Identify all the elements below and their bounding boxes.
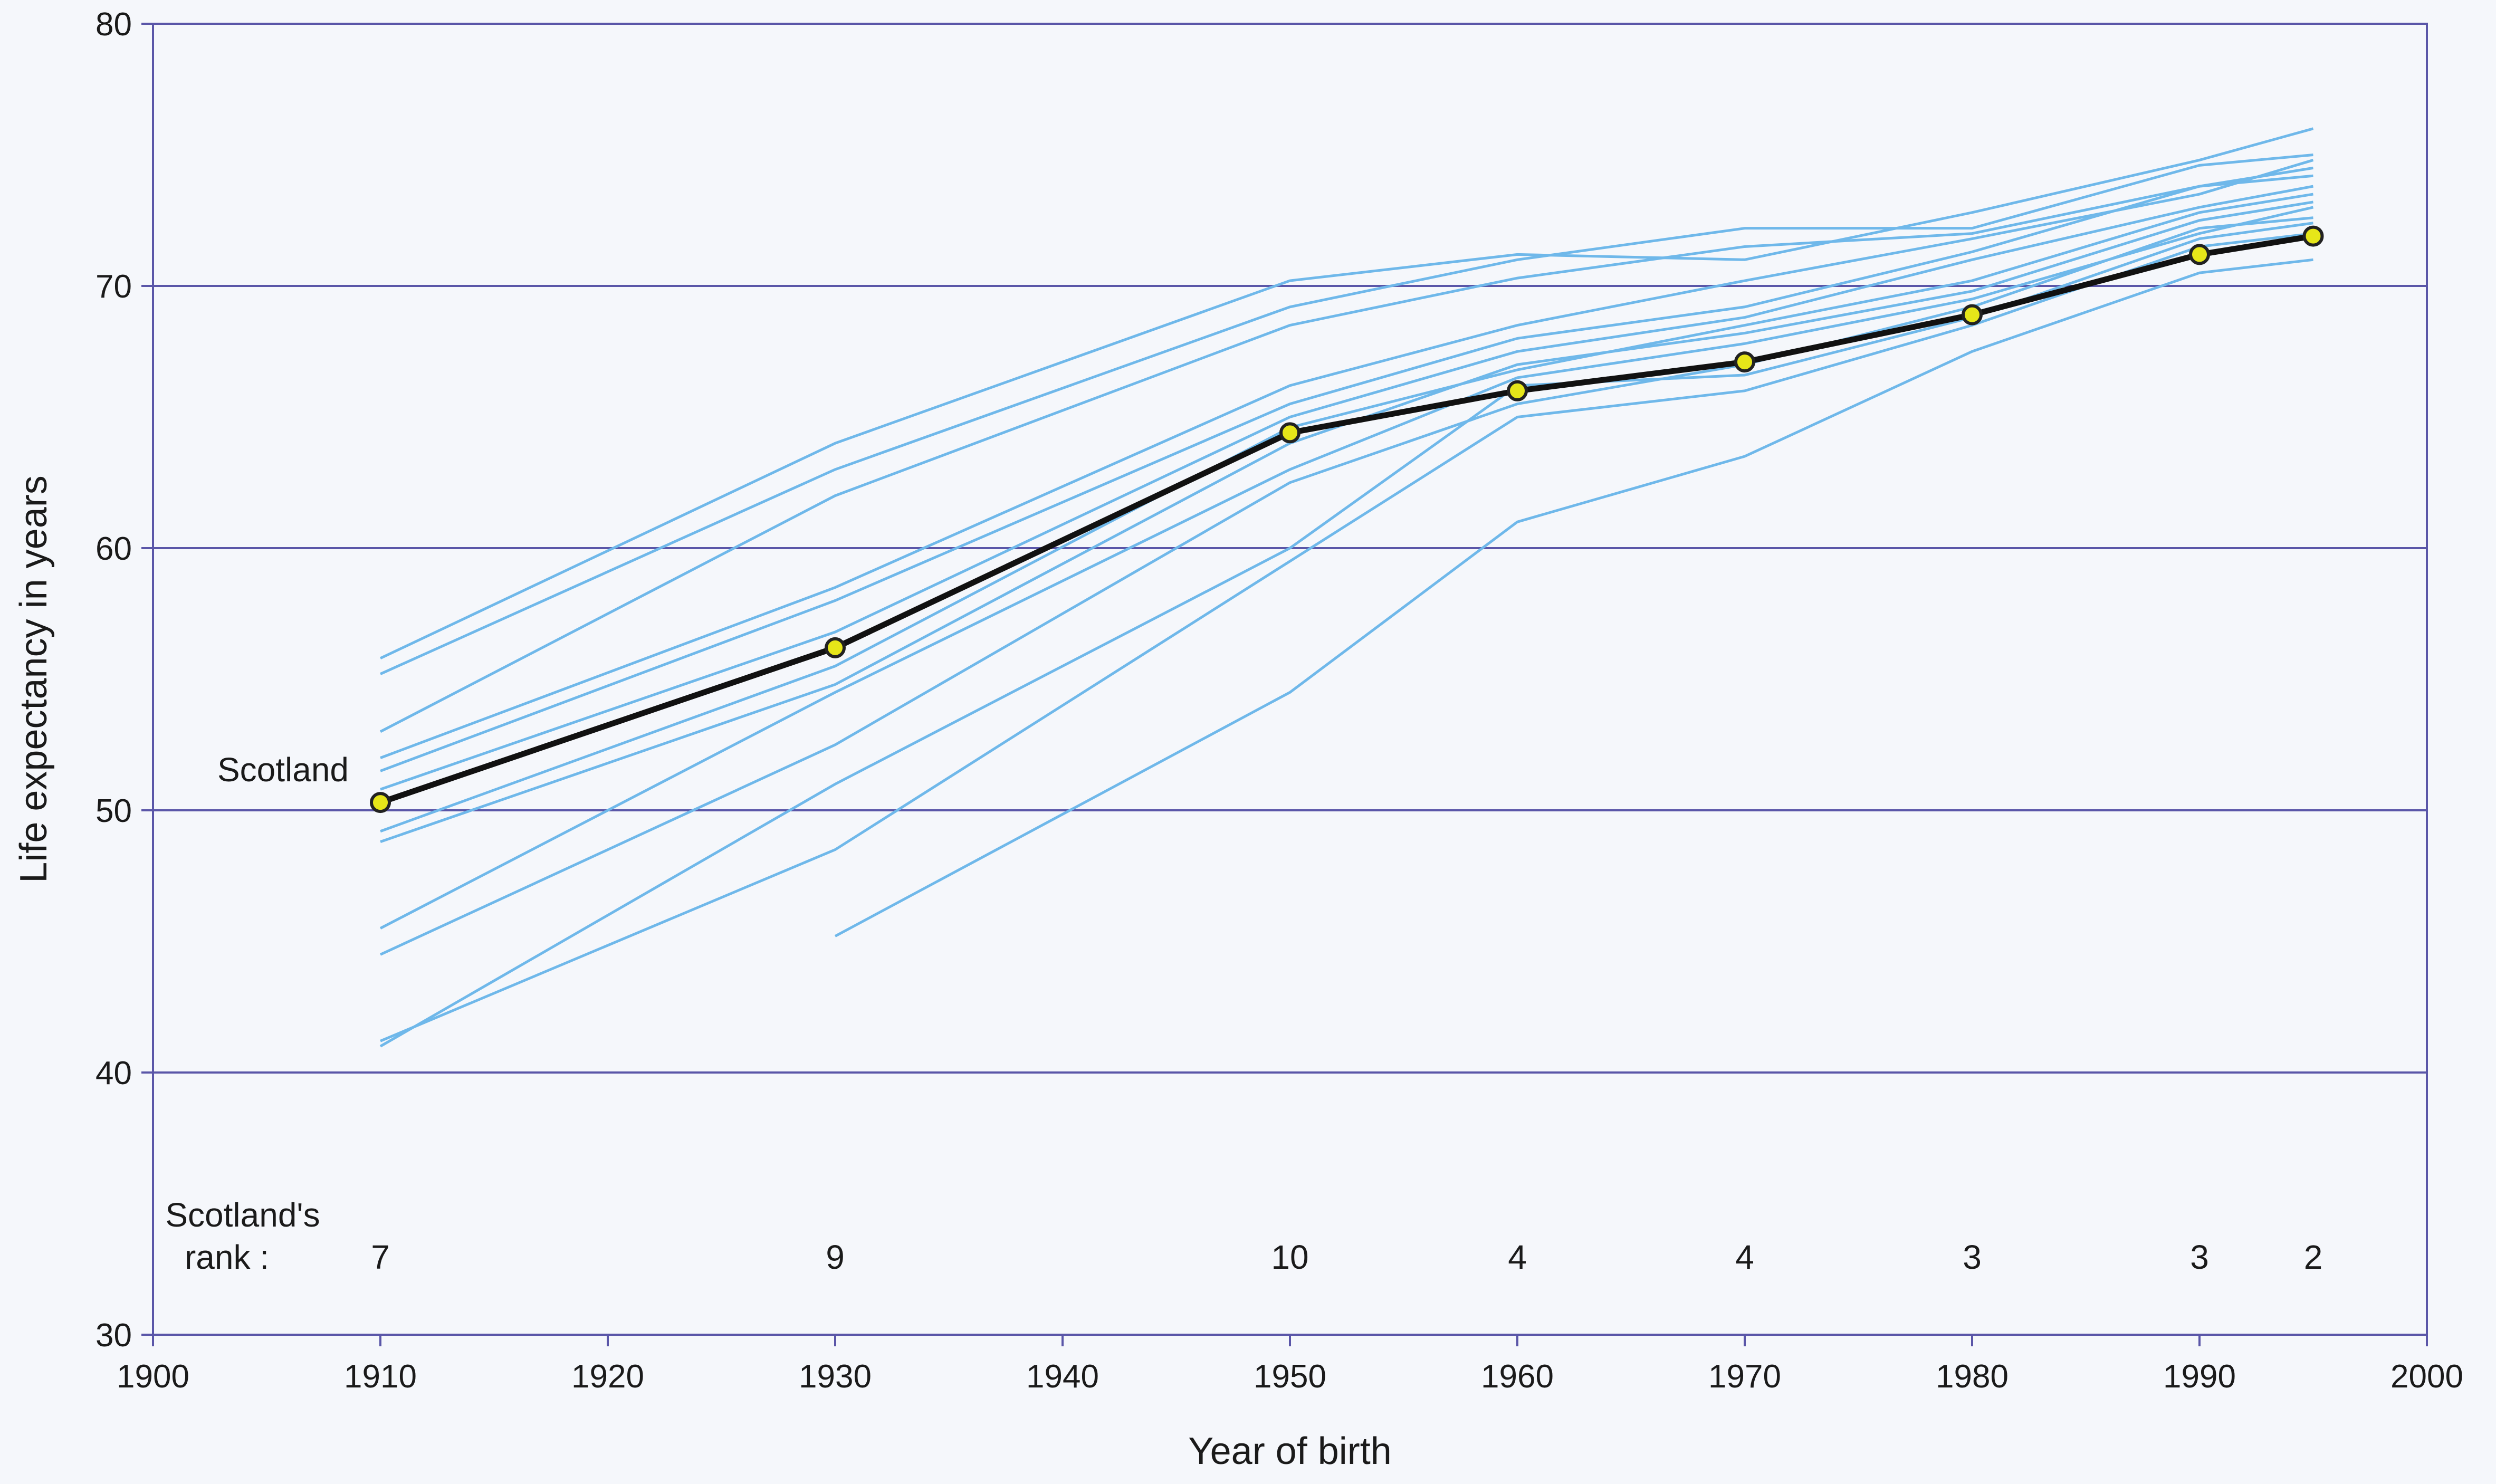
y-tick-label-70: 70 bbox=[95, 269, 132, 305]
country-line-2 bbox=[379, 154, 2313, 675]
y-tick-label-60: 60 bbox=[95, 531, 132, 567]
country-lines bbox=[379, 127, 2314, 1048]
scotland-point-1995 bbox=[2302, 225, 2324, 247]
scotland-point-1970 bbox=[1734, 351, 1755, 373]
x-tick-label-1930: 1930 bbox=[799, 1358, 872, 1395]
rank-value-1980: 3 bbox=[1963, 1238, 1982, 1276]
rank-value-1990: 3 bbox=[2190, 1238, 2209, 1276]
country-line-13 bbox=[834, 258, 2313, 937]
country-line-11 bbox=[379, 222, 2313, 1048]
rank-value-1970: 4 bbox=[1735, 1238, 1754, 1276]
x-tick-label-1980: 1980 bbox=[1936, 1358, 2009, 1395]
scotland-point-1990 bbox=[2189, 244, 2210, 265]
x-tick-label-1990: 1990 bbox=[2163, 1358, 2236, 1395]
x-tick-label-1960: 1960 bbox=[1481, 1358, 1554, 1395]
plot-frame bbox=[152, 23, 2428, 1336]
rank-value-1930: 9 bbox=[826, 1238, 845, 1276]
rank-value-1910: 7 bbox=[371, 1238, 390, 1276]
rank-values: 7 9 10 4 4 3 3 2 bbox=[371, 1238, 2322, 1276]
y-tick-label-30: 30 bbox=[95, 1317, 132, 1354]
rank-value-1950: 10 bbox=[1271, 1238, 1308, 1276]
country-line-10 bbox=[379, 216, 2313, 956]
country-line-12 bbox=[380, 232, 2313, 1042]
rank-value-1995: 2 bbox=[2304, 1238, 2323, 1276]
y-tick-label-80: 80 bbox=[95, 6, 132, 43]
x-axis-title: Year of birth bbox=[1188, 1430, 1392, 1472]
tick-labels: 30 40 50 60 70 80 1900 1910 1920 1930 1940 1950 1960… bbox=[95, 6, 2463, 1395]
country-line-6 bbox=[380, 185, 2313, 791]
x-tick-label-1920: 1920 bbox=[571, 1358, 644, 1395]
x-tick-label-1970: 1970 bbox=[1708, 1358, 1781, 1395]
rank-value-1960: 4 bbox=[1508, 1238, 1527, 1276]
x-tick-label-1950: 1950 bbox=[1254, 1358, 1326, 1395]
scotland-series bbox=[370, 225, 2324, 813]
series-label-scotland: Scotland bbox=[217, 751, 349, 789]
rank-label-line2: rank : bbox=[185, 1238, 269, 1276]
country-line-1 bbox=[379, 127, 2314, 660]
scotland-point-1960 bbox=[1507, 380, 1528, 401]
x-tick-label-1900: 1900 bbox=[117, 1358, 189, 1395]
y-axis-title: Life expectancy in years bbox=[13, 475, 55, 883]
scotland-line bbox=[379, 233, 2314, 806]
y-tick-label-40: 40 bbox=[95, 1055, 132, 1092]
axes bbox=[141, 23, 2428, 1346]
scotland-point-1910 bbox=[370, 792, 391, 813]
y-tick-label-50: 50 bbox=[95, 793, 132, 829]
country-line-3 bbox=[379, 166, 2313, 733]
scotland-point-1980 bbox=[1962, 304, 1983, 325]
rank-label-line1: Scotland's bbox=[165, 1196, 320, 1234]
x-tick-label-1940: 1940 bbox=[1026, 1358, 1099, 1395]
scotland-point-1930 bbox=[825, 637, 846, 658]
x-tick-label-2000: 2000 bbox=[2390, 1358, 2463, 1395]
country-line-9 bbox=[379, 206, 2314, 930]
x-tick-label-1910: 1910 bbox=[344, 1358, 417, 1395]
country-line-4 bbox=[380, 159, 2314, 759]
country-line-8 bbox=[380, 200, 2313, 844]
scotland-point-1950 bbox=[1279, 422, 1300, 444]
country-line-5 bbox=[380, 174, 2313, 772]
